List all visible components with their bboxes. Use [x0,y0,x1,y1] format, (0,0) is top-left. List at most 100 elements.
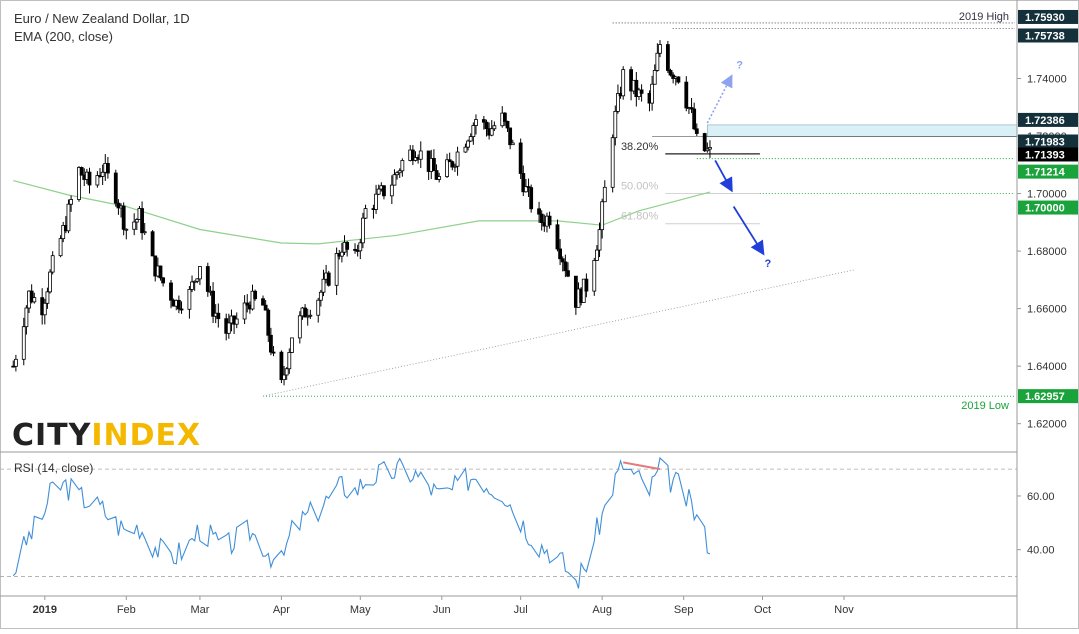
price-label-text: 1.71983 [1025,136,1065,148]
candle-body [326,272,331,286]
candle-body [558,248,562,260]
candle-body [205,266,210,292]
indicator-label: EMA (200, close) [14,29,113,44]
candle-body [389,184,394,197]
candle-body [563,261,568,272]
candle-body [297,315,302,339]
candle-body [169,282,173,301]
x-tick-label: 2019 [33,604,57,616]
chart-title: Euro / New Zealand Dollar, 1D [14,11,190,26]
candle-body [124,228,129,231]
candle-body [537,208,541,215]
candle-body [358,242,363,252]
candle-body [266,309,271,336]
candle-body [158,265,163,279]
candle-body [121,205,126,230]
candle-body [242,302,247,320]
price-label-text: 1.72386 [1025,115,1065,127]
candle-body [492,125,497,130]
candle-body [374,193,378,210]
candle-body [29,290,34,303]
rsi-layer [0,456,1017,589]
candle-body [560,258,565,263]
candle-body [529,187,534,210]
candle-body [321,278,326,293]
x-tick-label: Jul [514,604,528,616]
x-tick-label: Sep [674,604,694,616]
price-label-box [1018,28,1078,43]
question-mark-down: ? [765,258,772,270]
candle-body [468,136,473,142]
candle-body [250,290,255,310]
candle-body [410,149,415,161]
bearish-arrow-2 [732,206,765,256]
candle-body [161,277,166,284]
candle-body [363,208,368,219]
candle-body [253,290,258,300]
brand-logo: CITYINDEX [12,418,201,453]
candle-body [518,142,523,174]
candle-body [689,107,694,110]
candle-body [566,270,570,277]
candle-body [334,253,339,286]
candle-body [271,351,276,354]
candle-body [434,170,439,180]
candle-body [290,337,294,353]
candle-body [602,186,607,203]
high-label: 2019 High [959,11,1009,23]
candle-body [176,299,181,310]
price-label-text: 1.75738 [1025,30,1065,42]
level-layer [262,22,1018,397]
candle-body [106,162,110,174]
candle-body [437,176,442,180]
candle-body [77,167,81,200]
candle-body [318,291,323,301]
candle-body [116,202,121,209]
x-tick-label: Aug [592,604,612,616]
candle-body [418,150,423,160]
candle-body [505,120,510,129]
y-tick-label: 1.64000 [1027,361,1067,373]
bearish-arrow-1 [714,160,733,193]
candle-body [353,248,357,251]
candle-body [694,128,699,134]
candle-body [50,255,55,273]
candle-body [526,186,531,189]
rsi-divergence-line [623,461,661,471]
logo-part-index: INDEX [91,418,202,453]
candle-body [595,249,599,261]
fib-level-label: 61.80% [621,211,659,223]
candle-body [192,280,197,283]
candle-body [66,203,71,232]
y-tick-label: 1.70000 [1027,189,1067,201]
candle-body [195,278,200,282]
candle-body [463,146,468,153]
candle-body [447,159,452,163]
x-tick-label: May [350,604,371,616]
candle-body [592,260,597,292]
candle-body [400,160,405,172]
candle-body [484,121,489,130]
candle-body [69,199,73,205]
candle-body [692,108,697,130]
rising-trendline [262,269,855,397]
question-mark-up: ? [736,59,743,71]
candle-body [150,231,155,257]
candle-body [471,125,476,138]
candle-body [676,76,681,83]
candle-body [650,83,655,104]
candle-body [397,170,402,174]
candle-body [308,314,313,317]
candle-body [432,158,436,171]
candle-body [113,172,118,204]
candle-body [140,208,144,234]
candle-body [263,304,268,311]
candle-body [179,308,184,311]
candle-body [450,161,455,168]
candle-body [634,79,639,97]
price-label-box [1018,112,1078,127]
y-tick-label: 1.62000 [1027,419,1067,431]
y-tick-label: 1.68000 [1027,246,1067,258]
candle-body [21,326,26,360]
candle-body [502,112,507,122]
